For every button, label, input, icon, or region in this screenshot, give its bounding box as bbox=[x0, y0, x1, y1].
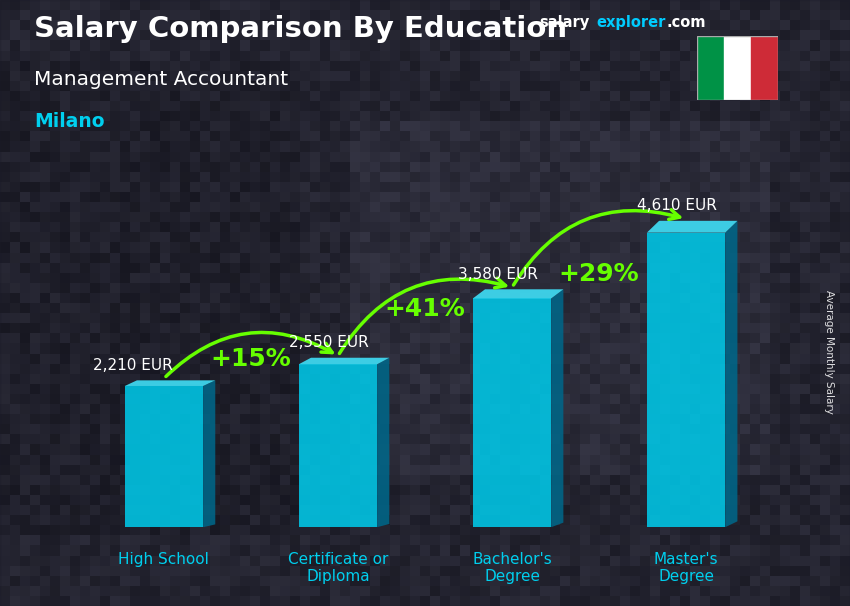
Text: .com: .com bbox=[666, 15, 705, 30]
Polygon shape bbox=[377, 358, 389, 527]
Text: +15%: +15% bbox=[211, 347, 292, 370]
Text: 2,550 EUR: 2,550 EUR bbox=[289, 335, 369, 350]
Bar bbox=[724, 36, 751, 100]
Text: 3,580 EUR: 3,580 EUR bbox=[458, 267, 538, 282]
Text: Management Accountant: Management Accountant bbox=[34, 70, 288, 88]
Polygon shape bbox=[647, 221, 738, 233]
Polygon shape bbox=[551, 289, 564, 527]
Text: Bachelor's
Degree: Bachelor's Degree bbox=[472, 551, 552, 584]
Text: High School: High School bbox=[118, 551, 209, 567]
Text: Salary Comparison By Education: Salary Comparison By Education bbox=[34, 15, 567, 43]
Polygon shape bbox=[203, 381, 215, 527]
Text: explorer: explorer bbox=[597, 15, 666, 30]
FancyBboxPatch shape bbox=[299, 364, 377, 527]
Polygon shape bbox=[125, 381, 215, 386]
Polygon shape bbox=[299, 358, 389, 364]
Text: Milano: Milano bbox=[34, 112, 105, 131]
Text: +41%: +41% bbox=[384, 298, 466, 321]
Polygon shape bbox=[725, 221, 738, 527]
Polygon shape bbox=[473, 289, 564, 298]
FancyBboxPatch shape bbox=[473, 298, 551, 527]
Text: 4,610 EUR: 4,610 EUR bbox=[638, 198, 717, 213]
Bar bbox=[697, 36, 724, 100]
Text: salary: salary bbox=[540, 15, 590, 30]
Text: 2,210 EUR: 2,210 EUR bbox=[93, 358, 173, 373]
Text: Average Monthly Salary: Average Monthly Salary bbox=[824, 290, 834, 413]
Bar bbox=[751, 36, 778, 100]
Text: +29%: +29% bbox=[558, 262, 639, 286]
FancyBboxPatch shape bbox=[647, 233, 725, 527]
FancyBboxPatch shape bbox=[125, 386, 203, 527]
Text: Certificate or
Diploma: Certificate or Diploma bbox=[288, 551, 388, 584]
Text: Master's
Degree: Master's Degree bbox=[654, 551, 718, 584]
